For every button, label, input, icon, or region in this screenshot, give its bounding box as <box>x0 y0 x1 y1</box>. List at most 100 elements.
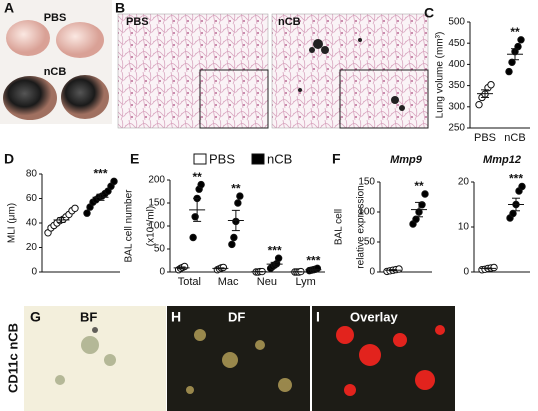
texture <box>55 327 116 385</box>
y-axis-label: BAL cell <box>334 209 345 245</box>
chart-title: Mmp9 <box>390 154 423 166</box>
y-tick-label: 50 <box>154 244 166 255</box>
significance: ** <box>414 179 424 193</box>
data-point <box>274 254 283 262</box>
data-point <box>505 67 513 76</box>
histology-inset <box>199 69 269 129</box>
y-tick-label: 40 <box>26 218 38 229</box>
significance: *** <box>509 172 523 186</box>
y-tick-label: 0 <box>463 267 469 278</box>
y-tick-label: 300 <box>448 101 465 112</box>
photo-bf <box>24 306 166 411</box>
y-tick-label: 60 <box>26 193 38 204</box>
significance: *** <box>306 253 320 267</box>
x-tick-label: Lym <box>295 276 315 288</box>
photo-label: nCB <box>44 66 67 78</box>
texture <box>336 325 445 396</box>
y-tick-label: 100 <box>148 221 165 232</box>
histology-inset <box>339 69 429 129</box>
lung-pbs <box>56 22 104 58</box>
panel-letter: I <box>316 309 320 325</box>
y-tick-label: 450 <box>448 38 465 49</box>
legend-label: PBS <box>209 151 235 166</box>
data-point <box>236 192 244 200</box>
significance: ** <box>192 170 202 184</box>
photo-label: Overlay <box>350 309 398 324</box>
photo-label: nCB <box>278 16 301 28</box>
data-point <box>475 100 483 109</box>
x-tick-label: nCB <box>504 132 525 144</box>
panel-letter: B <box>115 0 125 16</box>
y-tick-label: 400 <box>448 59 465 70</box>
y-tick-label: 0 <box>369 267 375 278</box>
y-tick-label: 150 <box>358 177 375 188</box>
legend-label: nCB <box>267 151 292 166</box>
y-tick-label: 50 <box>364 237 376 248</box>
y-tick-label: 0 <box>159 267 165 278</box>
significance: *** <box>268 243 282 257</box>
y-tick-label: 200 <box>148 175 165 186</box>
lung-ncb <box>61 75 109 119</box>
data-point <box>197 180 205 189</box>
legend-swatch <box>251 153 265 165</box>
x-tick-label: PBS <box>474 132 496 144</box>
x-tick-label: Mac <box>218 276 239 288</box>
y-tick-label: 350 <box>448 80 465 91</box>
photo-label: BF <box>80 309 97 324</box>
significance: ** <box>231 181 241 195</box>
y-axis-label: relative expression <box>356 185 367 268</box>
y-tick-label: 150 <box>148 198 165 209</box>
significance: ** <box>510 25 520 39</box>
data-point <box>234 199 242 207</box>
y-tick-label: 250 <box>448 123 465 134</box>
photo-overlay <box>312 306 455 411</box>
y-tick-label: 20 <box>26 242 38 253</box>
significance: *** <box>93 167 107 181</box>
y-axis-label: MLI (μm) <box>7 203 18 243</box>
y-tick-label: 10 <box>458 222 470 233</box>
photo-label: PBS <box>44 12 67 24</box>
y-axis-label: Lung volume (mm³) <box>435 32 446 119</box>
data-point <box>487 81 495 89</box>
chart-title: Mmp12 <box>483 154 521 166</box>
y-axis-label: BAL cell number <box>124 189 135 263</box>
y-tick-label: 80 <box>26 169 38 180</box>
panel-letter: E <box>130 151 139 167</box>
panel-letter: H <box>171 309 181 325</box>
y-tick-label: 100 <box>358 207 375 218</box>
photo-label: PBS <box>126 16 149 28</box>
data-point <box>518 182 526 191</box>
data-point <box>228 240 236 249</box>
data-point <box>514 42 522 51</box>
y-tick-label: 0 <box>31 267 37 278</box>
data-point <box>412 215 420 223</box>
photo-label: DF <box>228 309 245 324</box>
y-tick-label: 20 <box>458 177 470 188</box>
data-point <box>230 233 238 242</box>
x-tick-label: Total <box>178 276 201 288</box>
data-point <box>71 204 79 213</box>
panel-letter: F <box>332 151 341 167</box>
data-point <box>110 177 118 186</box>
panel-letter: D <box>4 151 14 167</box>
lung-pbs <box>6 20 50 56</box>
texture <box>186 329 292 394</box>
data-point <box>517 36 525 44</box>
lung-ncb <box>3 76 57 120</box>
y-tick-label: 500 <box>448 17 465 28</box>
particles <box>298 38 405 111</box>
data-point <box>421 190 429 198</box>
row-label: CD11c nCB <box>5 323 20 393</box>
data-point <box>83 209 91 217</box>
panel-letter: A <box>4 0 14 16</box>
data-point <box>189 233 197 242</box>
x-tick-label: Neu <box>257 276 277 288</box>
data-point <box>508 58 516 66</box>
panel-letter: C <box>424 5 434 21</box>
legend-swatch <box>193 153 207 165</box>
y-axis-label: (x10⁴/ml) <box>146 206 157 246</box>
panel-letter: G <box>30 309 41 325</box>
